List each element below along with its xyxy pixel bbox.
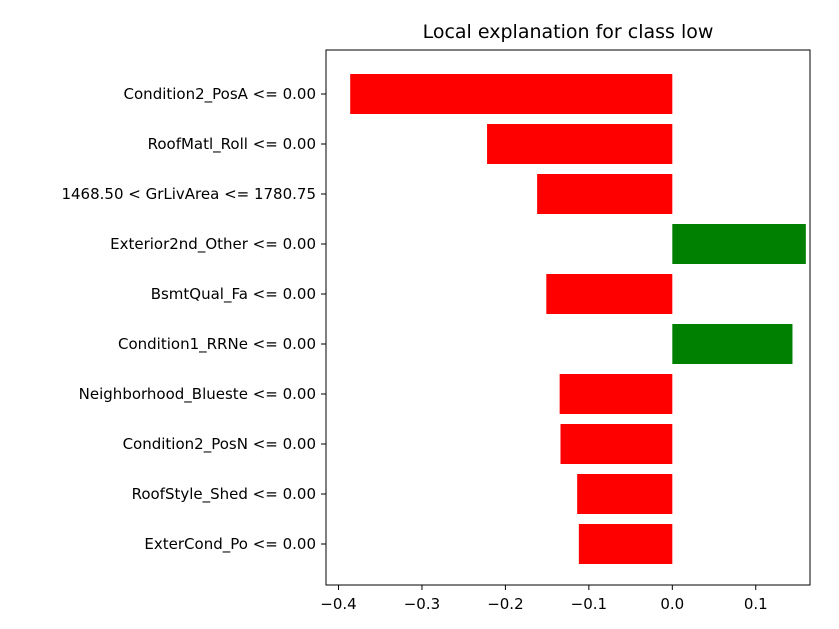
x-axis: −0.4 −0.3 −0.2 −0.1 0.0 0.1 xyxy=(320,585,768,613)
y-tick-label: Condition1_RRNe <= 0.00 xyxy=(118,335,316,354)
x-tick-label: −0.1 xyxy=(571,595,607,613)
bar xyxy=(672,224,806,264)
bars-layer xyxy=(350,74,806,564)
y-tick-label: RoofStyle_Shed <= 0.00 xyxy=(132,485,316,504)
bar xyxy=(546,274,673,314)
y-tick-label: Exterior2nd_Other <= 0.00 xyxy=(110,235,316,254)
bar xyxy=(559,374,673,414)
bar xyxy=(560,424,673,464)
y-tick-label: Neighborhood_Blueste <= 0.00 xyxy=(79,385,316,404)
bar xyxy=(487,124,673,164)
bar xyxy=(578,524,673,564)
x-tick-label: 0.1 xyxy=(744,595,768,613)
x-tick-label: 0.0 xyxy=(660,595,684,613)
x-tick-label: −0.4 xyxy=(320,595,356,613)
bar xyxy=(537,174,673,214)
y-tick-label: 1468.50 < GrLivArea <= 1780.75 xyxy=(61,185,316,203)
x-tick-label: −0.3 xyxy=(404,595,440,613)
chart-title: Local explanation for class low xyxy=(423,21,714,43)
plot-frame xyxy=(325,49,811,586)
y-axis: Condition2_PosA <= 0.00 RoofMatl_Roll <= … xyxy=(61,85,326,554)
y-tick-label: ExterCond_Po <= 0.00 xyxy=(144,535,316,554)
y-tick-label: Condition2_PosN <= 0.00 xyxy=(123,435,316,454)
y-tick-label: RoofMatl_Roll <= 0.00 xyxy=(148,135,316,154)
bar xyxy=(350,74,673,114)
bar xyxy=(672,324,793,364)
y-tick-label: Condition2_PosA <= 0.00 xyxy=(124,85,316,104)
y-tick-label: BsmtQual_Fa <= 0.00 xyxy=(151,285,316,304)
x-tick-label: −0.2 xyxy=(487,595,523,613)
bar xyxy=(577,474,673,514)
